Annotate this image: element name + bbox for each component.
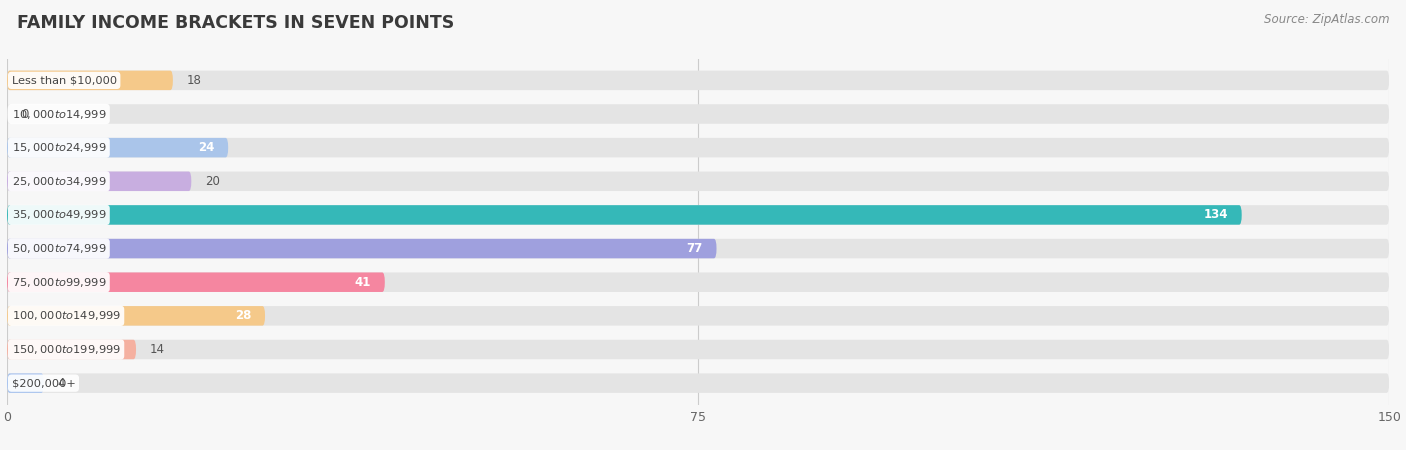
Text: 20: 20 [205,175,219,188]
Text: 28: 28 [235,309,252,322]
Text: 18: 18 [187,74,201,87]
Text: $25,000 to $34,999: $25,000 to $34,999 [11,175,105,188]
FancyBboxPatch shape [7,138,228,157]
FancyBboxPatch shape [7,272,1389,292]
Text: 24: 24 [198,141,214,154]
FancyBboxPatch shape [7,239,717,258]
FancyBboxPatch shape [7,272,385,292]
Text: 41: 41 [354,276,371,289]
Text: $10,000 to $14,999: $10,000 to $14,999 [11,108,105,121]
FancyBboxPatch shape [7,171,1389,191]
Text: $100,000 to $149,999: $100,000 to $149,999 [11,309,121,322]
Text: $75,000 to $99,999: $75,000 to $99,999 [11,276,105,289]
Text: $15,000 to $24,999: $15,000 to $24,999 [11,141,105,154]
Text: $200,000+: $200,000+ [11,378,76,388]
FancyBboxPatch shape [7,340,1389,359]
Text: 134: 134 [1204,208,1227,221]
Text: FAMILY INCOME BRACKETS IN SEVEN POINTS: FAMILY INCOME BRACKETS IN SEVEN POINTS [17,14,454,32]
Text: 4: 4 [58,377,65,390]
Text: $50,000 to $74,999: $50,000 to $74,999 [11,242,105,255]
Text: $150,000 to $199,999: $150,000 to $199,999 [11,343,121,356]
FancyBboxPatch shape [7,71,1389,90]
FancyBboxPatch shape [7,71,173,90]
FancyBboxPatch shape [7,205,1389,225]
FancyBboxPatch shape [7,205,1241,225]
FancyBboxPatch shape [7,374,44,393]
Text: Less than $10,000: Less than $10,000 [11,75,117,86]
FancyBboxPatch shape [7,340,136,359]
Text: $35,000 to $49,999: $35,000 to $49,999 [11,208,105,221]
FancyBboxPatch shape [7,239,1389,258]
Text: 14: 14 [150,343,165,356]
Text: Source: ZipAtlas.com: Source: ZipAtlas.com [1264,14,1389,27]
FancyBboxPatch shape [7,138,1389,157]
Text: 0: 0 [21,108,28,121]
Text: 77: 77 [686,242,703,255]
FancyBboxPatch shape [7,104,1389,124]
FancyBboxPatch shape [7,306,1389,326]
FancyBboxPatch shape [7,374,1389,393]
FancyBboxPatch shape [7,306,264,326]
FancyBboxPatch shape [7,171,191,191]
